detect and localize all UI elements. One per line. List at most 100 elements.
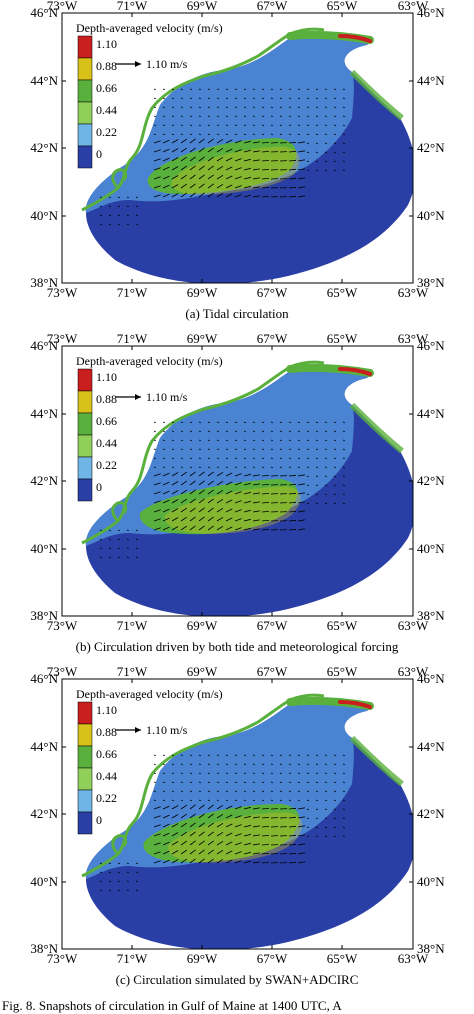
- lon-label-top: 71°W: [117, 664, 148, 679]
- lat-label-right: 38°N: [417, 941, 445, 956]
- legend-value: 0.88: [96, 392, 117, 406]
- lon-label-bottom: 65°W: [327, 285, 358, 300]
- legend-title: Depth-averaged velocity (m/s): [76, 21, 223, 35]
- lon-label-top: 67°W: [257, 664, 288, 679]
- lat-label-left: 46°N: [30, 671, 58, 686]
- map-panel-b: 73°W73°W71°W71°W69°W69°W67°W67°W65°W65°W…: [0, 333, 474, 633]
- lat-label-left: 40°N: [30, 874, 58, 889]
- caption-a: (a) Tidal circulation: [0, 306, 474, 322]
- map-panel-a: 73°W73°W71°W71°W69°W69°W67°W67°W65°W65°W…: [0, 0, 474, 300]
- lon-label-bottom: 67°W: [257, 285, 288, 300]
- legend-value: 0.88: [96, 59, 117, 73]
- reference-label: 1.10 m/s: [146, 390, 188, 404]
- legend-swatch: [78, 102, 92, 124]
- legend-value: 0.66: [96, 414, 117, 428]
- legend-value: 0.88: [96, 725, 117, 739]
- legend-value: 0.44: [96, 103, 117, 117]
- lat-label-left: 46°N: [30, 338, 58, 353]
- lat-label-right: 46°N: [417, 5, 445, 20]
- legend-swatch: [78, 80, 92, 102]
- map-content: [62, 679, 416, 950]
- lon-label-top: 67°W: [257, 331, 288, 346]
- lon-label-bottom: 67°W: [257, 618, 288, 633]
- legend-swatch: [78, 768, 92, 790]
- caption-b: (b) Circulation driven by both tide and …: [0, 639, 474, 655]
- legend-value: 1.10: [96, 37, 117, 51]
- lat-label-right: 38°N: [417, 608, 445, 623]
- lat-label-right: 44°N: [417, 739, 445, 754]
- legend-swatch: [78, 146, 92, 168]
- lat-label-right: 44°N: [417, 73, 445, 88]
- lat-label-right: 40°N: [417, 874, 445, 889]
- reference-label: 1.10 m/s: [146, 57, 188, 71]
- lat-label-left: 44°N: [30, 406, 58, 421]
- legend-swatch: [78, 369, 92, 391]
- map-content: [62, 346, 416, 617]
- legend-swatch: [78, 58, 92, 80]
- legend-swatch: [78, 391, 92, 413]
- legend-swatch: [78, 435, 92, 457]
- legend-value: 0: [96, 813, 102, 827]
- legend-swatch: [78, 124, 92, 146]
- lon-label-top: 71°W: [117, 331, 148, 346]
- legend-value: 0.22: [96, 791, 117, 805]
- reference-label: 1.10 m/s: [146, 723, 188, 737]
- lat-label-left: 46°N: [30, 5, 58, 20]
- lat-label-left: 42°N: [30, 806, 58, 821]
- map-panel-c: 73°W73°W71°W71°W69°W69°W67°W67°W65°W65°W…: [0, 666, 474, 966]
- lon-label-top: 65°W: [327, 0, 358, 13]
- lat-label-left: 38°N: [30, 608, 58, 623]
- legend-swatch: [78, 746, 92, 768]
- lat-label-right: 40°N: [417, 208, 445, 223]
- legend-value: 0.22: [96, 125, 117, 139]
- lon-label-top: 71°W: [117, 0, 148, 13]
- legend-value: 1.10: [96, 703, 117, 717]
- lat-label-left: 44°N: [30, 73, 58, 88]
- lon-label-top: 69°W: [187, 664, 218, 679]
- legend-swatch: [78, 724, 92, 746]
- lat-label-right: 38°N: [417, 275, 445, 290]
- lat-label-right: 46°N: [417, 671, 445, 686]
- lon-label-top: 69°W: [187, 0, 218, 13]
- legend-swatch: [78, 812, 92, 834]
- lon-label-bottom: 67°W: [257, 951, 288, 966]
- lat-label-left: 40°N: [30, 541, 58, 556]
- lon-label-bottom: 69°W: [187, 285, 218, 300]
- map-content: [62, 13, 416, 284]
- legend-value: 0.44: [96, 436, 117, 450]
- legend-value: 0.66: [96, 81, 117, 95]
- legend-title: Depth-averaged velocity (m/s): [76, 354, 223, 368]
- lon-label-bottom: 71°W: [117, 285, 148, 300]
- lon-label-top: 65°W: [327, 664, 358, 679]
- lon-label-bottom: 69°W: [187, 951, 218, 966]
- lat-label-left: 44°N: [30, 739, 58, 754]
- legend-swatch: [78, 479, 92, 501]
- legend-value: 0.44: [96, 769, 117, 783]
- legend-value: 0: [96, 147, 102, 161]
- lon-label-bottom: 69°W: [187, 618, 218, 633]
- legend-swatch: [78, 457, 92, 479]
- lon-label-bottom: 71°W: [117, 951, 148, 966]
- lon-label-bottom: 65°W: [327, 951, 358, 966]
- legend-swatch: [78, 36, 92, 58]
- lon-label-top: 65°W: [327, 331, 358, 346]
- lon-label-bottom: 65°W: [327, 618, 358, 633]
- legend-value: 0: [96, 480, 102, 494]
- lat-label-left: 40°N: [30, 208, 58, 223]
- lon-label-top: 67°W: [257, 0, 288, 13]
- legend-swatch: [78, 790, 92, 812]
- legend-value: 0.22: [96, 458, 117, 472]
- lat-label-left: 42°N: [30, 473, 58, 488]
- legend-swatch: [78, 702, 92, 724]
- legend-value: 1.10: [96, 370, 117, 384]
- lat-label-right: 46°N: [417, 338, 445, 353]
- lat-label-right: 42°N: [417, 473, 445, 488]
- lat-label-left: 42°N: [30, 140, 58, 155]
- lat-label-right: 42°N: [417, 140, 445, 155]
- legend-value: 0.66: [96, 747, 117, 761]
- lat-label-right: 44°N: [417, 406, 445, 421]
- lat-label-left: 38°N: [30, 941, 58, 956]
